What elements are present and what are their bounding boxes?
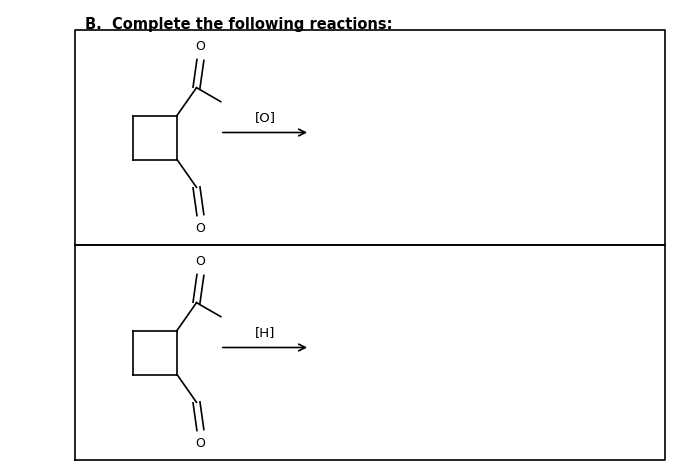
Text: O: O <box>195 222 205 235</box>
Text: O: O <box>195 255 205 268</box>
Text: O: O <box>195 437 205 450</box>
Text: [O]: [O] <box>255 112 276 124</box>
Text: B.  Complete the following reactions:: B. Complete the following reactions: <box>85 17 393 32</box>
Text: [H]: [H] <box>255 326 275 340</box>
Text: O: O <box>195 40 205 53</box>
